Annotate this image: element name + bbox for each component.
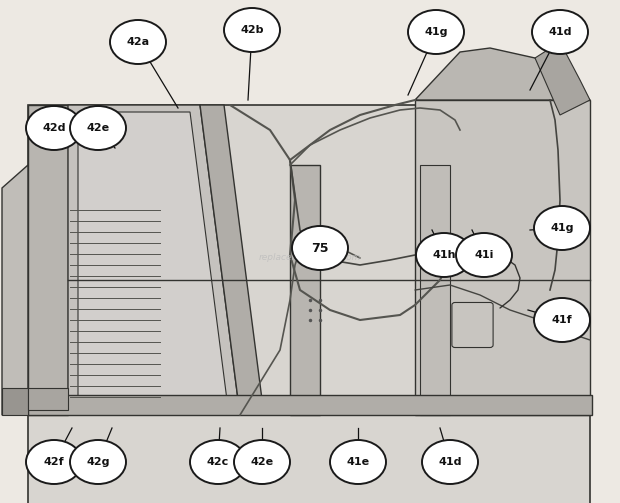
- Ellipse shape: [408, 10, 464, 54]
- Ellipse shape: [534, 298, 590, 342]
- Ellipse shape: [456, 233, 512, 277]
- Ellipse shape: [110, 20, 166, 64]
- Bar: [290, 165, 320, 415]
- Polygon shape: [78, 112, 228, 408]
- Ellipse shape: [416, 233, 472, 277]
- Text: 41g: 41g: [424, 27, 448, 37]
- Ellipse shape: [70, 440, 126, 484]
- Ellipse shape: [532, 10, 588, 54]
- Text: 41d: 41d: [548, 27, 572, 37]
- Text: 41g: 41g: [551, 223, 574, 233]
- Text: 41h: 41h: [432, 250, 456, 260]
- Text: 42g: 42g: [86, 457, 110, 467]
- Bar: [420, 165, 450, 415]
- Ellipse shape: [70, 106, 126, 150]
- Polygon shape: [415, 48, 590, 100]
- Polygon shape: [535, 42, 590, 115]
- FancyBboxPatch shape: [452, 302, 493, 348]
- Ellipse shape: [422, 440, 478, 484]
- Bar: [28, 105, 68, 415]
- Text: 41f: 41f: [552, 315, 572, 325]
- Text: 42e: 42e: [86, 123, 110, 133]
- Bar: [28, 388, 68, 410]
- Text: 41e: 41e: [347, 457, 370, 467]
- Polygon shape: [68, 105, 240, 415]
- Bar: [28, 395, 592, 415]
- Text: 42a: 42a: [126, 37, 149, 47]
- Ellipse shape: [224, 8, 280, 52]
- Polygon shape: [2, 165, 28, 415]
- Text: replacementparts.com: replacementparts.com: [259, 254, 361, 263]
- Text: 41i: 41i: [474, 250, 494, 260]
- Text: 42e: 42e: [250, 457, 273, 467]
- Bar: [28, 105, 590, 503]
- Text: 42c: 42c: [207, 457, 229, 467]
- Ellipse shape: [534, 206, 590, 250]
- Text: 42d: 42d: [42, 123, 66, 133]
- Bar: [2, 388, 28, 415]
- Bar: [415, 100, 590, 415]
- Text: 42f: 42f: [43, 457, 64, 467]
- Text: 42b: 42b: [241, 25, 264, 35]
- Ellipse shape: [26, 106, 82, 150]
- Ellipse shape: [330, 440, 386, 484]
- Ellipse shape: [292, 226, 348, 270]
- Text: 75: 75: [311, 241, 329, 255]
- Ellipse shape: [234, 440, 290, 484]
- Ellipse shape: [190, 440, 246, 484]
- Polygon shape: [200, 105, 264, 415]
- Ellipse shape: [26, 440, 82, 484]
- Text: 41d: 41d: [438, 457, 462, 467]
